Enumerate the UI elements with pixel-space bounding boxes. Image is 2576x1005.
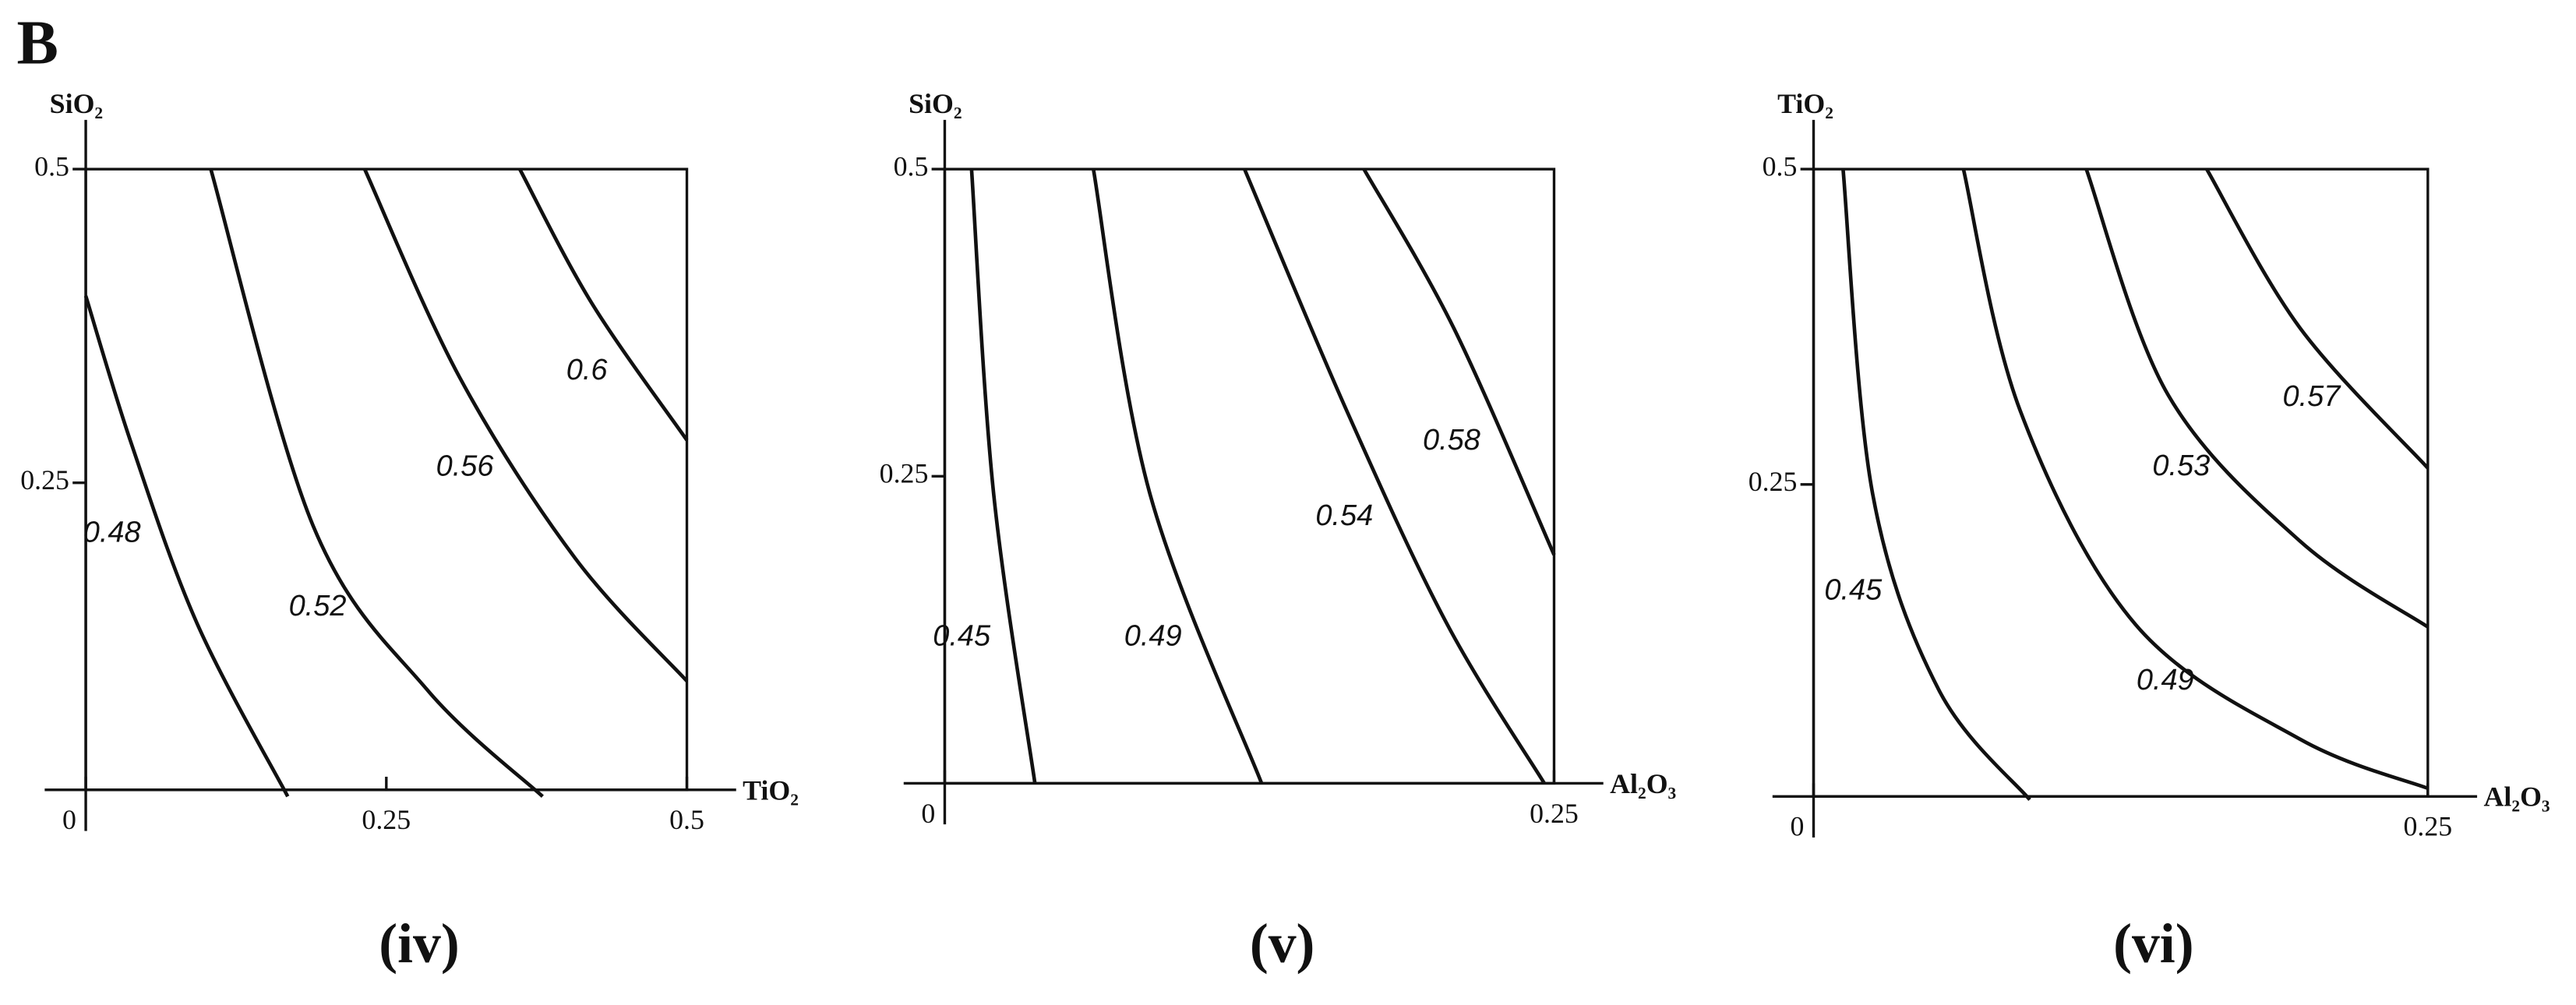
contour-line bbox=[1362, 168, 1556, 556]
contour-line bbox=[2084, 168, 2430, 629]
contour-label: 0.58 bbox=[1423, 424, 1480, 457]
y-tick-label: 0.25 bbox=[1749, 466, 1798, 497]
x-tick-label: 0.25 bbox=[362, 804, 411, 835]
y-tick-label: 0.5 bbox=[1763, 150, 1798, 182]
contour-line bbox=[83, 295, 290, 798]
panel-caption: (iv) bbox=[379, 912, 459, 975]
contour-label: 0.56 bbox=[436, 450, 495, 482]
x-tick-label: 0 bbox=[62, 804, 76, 835]
plot-frame bbox=[943, 168, 1556, 785]
contour-line bbox=[1243, 168, 1546, 785]
contour-line bbox=[969, 168, 1037, 784]
y-tick-label: 0.25 bbox=[880, 457, 929, 488]
contour-line bbox=[1841, 168, 2031, 802]
contour-label: 0.49 bbox=[2137, 664, 2194, 696]
y-axis-label: TiO₂ bbox=[1777, 88, 1833, 119]
x-tick-label: 0.5 bbox=[669, 804, 704, 835]
panel-caption: (v) bbox=[1250, 912, 1315, 975]
contour-label: 0.45 bbox=[1824, 573, 1883, 606]
x-tick-label: 0.25 bbox=[1530, 798, 1579, 829]
contour-label: 0.6 bbox=[566, 354, 609, 386]
figure-label: B bbox=[17, 9, 58, 78]
x-tick-label: 0 bbox=[1790, 811, 1804, 842]
x-axis-label: Al₂O₃ bbox=[1610, 768, 1676, 799]
x-tick-label: 0 bbox=[921, 798, 935, 829]
y-tick-label: 0.25 bbox=[20, 464, 69, 495]
contour-label: 0.45 bbox=[933, 620, 991, 653]
contour-label: 0.48 bbox=[83, 517, 141, 549]
contour-line bbox=[1091, 168, 1264, 785]
contour-label: 0.49 bbox=[1124, 620, 1182, 653]
contour-line bbox=[518, 168, 689, 442]
contour-label: 0.53 bbox=[2152, 450, 2210, 482]
y-tick-label: 0.5 bbox=[34, 150, 69, 182]
contour-line bbox=[2205, 168, 2430, 470]
x-axis-label: TiO₂ bbox=[743, 774, 799, 806]
contour-label: 0.52 bbox=[289, 590, 347, 622]
x-tick-label: 0.25 bbox=[2403, 811, 2452, 842]
contour-label: 0.57 bbox=[2282, 380, 2341, 413]
plot-frame bbox=[84, 168, 689, 792]
plot-frame bbox=[1812, 168, 2430, 798]
x-axis-label: Al₂O₃ bbox=[2484, 781, 2550, 813]
y-tick-label: 0.5 bbox=[894, 150, 929, 182]
y-axis-label: SiO₂ bbox=[909, 88, 962, 119]
contour-line bbox=[1961, 168, 2429, 791]
contour-line bbox=[209, 168, 544, 799]
contour-line bbox=[362, 168, 689, 682]
panel-caption: (vi) bbox=[2113, 912, 2193, 975]
contour-label: 0.54 bbox=[1315, 499, 1373, 532]
y-axis-label: SiO₂ bbox=[50, 88, 103, 119]
